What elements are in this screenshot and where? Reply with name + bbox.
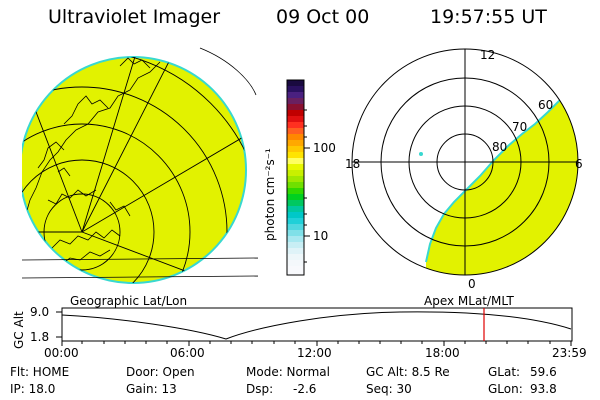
colorbar-unit-label: photon cm⁻²s⁻¹ [263, 148, 277, 241]
status-glat-value: 59.6 [530, 365, 557, 379]
altitude-plot [56, 307, 573, 346]
instrument-title: Ultraviolet Imager [48, 6, 221, 28]
polar-emission-region [426, 60, 578, 275]
status-seq: Seq: 30 [366, 382, 412, 396]
polar-label-lat-60: 60 [538, 98, 554, 112]
status-mode: Mode: Normal [246, 365, 330, 379]
polar-label-mlt-6: 6 [575, 157, 583, 171]
polar-label-mlt-0: 0 [468, 277, 476, 291]
polar-label-mlt-18: 18 [345, 157, 361, 171]
observation-date: 09 Oct 00 [276, 6, 370, 28]
altitude-xtick-1800: 18:00 [425, 346, 460, 360]
status-flight: Flt: HOME [10, 365, 70, 379]
polar-label-lat-70: 70 [512, 120, 528, 134]
status-gain: Gain: 13 [126, 382, 177, 396]
status-dsp-value: -2.6 [293, 382, 317, 396]
colorbar-tick-10: 10 [313, 229, 329, 243]
altitude-xtick-2359: 23:59 [552, 346, 587, 360]
altitude-axis-title: GC Alt [12, 311, 26, 349]
polar-label-mlt-12: 12 [480, 48, 496, 62]
polar-cusp-spot [419, 152, 423, 156]
altitude-xtick-0000: 00:00 [44, 346, 79, 360]
latlon-grid [22, 57, 246, 283]
altitude-ytick-top: 9.0 [30, 305, 50, 319]
altitude-curve [61, 311, 572, 340]
status-door: Door: Open [126, 365, 195, 379]
altitude-xtick-0600: 06:00 [170, 346, 205, 360]
polar-emission-edge [425, 87, 569, 263]
status-dsp-label: Dsp: [246, 382, 274, 396]
colorbar-tick-100: 100 [313, 141, 336, 155]
polar-label-lat-80: 80 [492, 140, 508, 154]
map-background-grid [22, 47, 258, 279]
altitude-ytick-bottom: 1.8 [30, 330, 50, 344]
status-glat-label: GLat: [488, 365, 521, 379]
observation-time: 19:57:55 UT [430, 6, 547, 28]
colorbar [286, 79, 310, 276]
earth-disc-emission [22, 57, 246, 283]
status-gc-alt: GC Alt: 8.5 Re [366, 365, 450, 379]
geographic-map [22, 47, 258, 284]
geographic-label: Geographic Lat/Lon [70, 294, 188, 308]
polar-plot [351, 48, 579, 276]
apex-label: Apex MLat/MLT [424, 294, 514, 308]
status-glon-label: GLon: [488, 382, 523, 396]
altitude-xtick-1200: 12:00 [297, 346, 332, 360]
status-glon-value: 93.8 [530, 382, 557, 396]
status-ip: IP: 18.0 [10, 382, 56, 396]
